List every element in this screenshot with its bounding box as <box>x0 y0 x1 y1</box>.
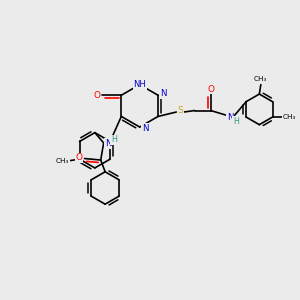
Text: O: O <box>207 85 214 94</box>
Text: O: O <box>76 153 83 162</box>
Text: NH: NH <box>133 80 146 89</box>
Text: N: N <box>160 89 167 98</box>
Text: CH₃: CH₃ <box>283 114 296 120</box>
Text: N: N <box>105 139 112 148</box>
Text: O: O <box>93 91 100 100</box>
Text: CH₃: CH₃ <box>56 158 69 164</box>
Text: H: H <box>111 136 117 145</box>
Text: N: N <box>142 124 148 133</box>
Text: CH₃: CH₃ <box>254 76 268 82</box>
Text: N: N <box>227 113 233 122</box>
Text: S: S <box>177 106 183 115</box>
Text: H: H <box>233 117 239 126</box>
